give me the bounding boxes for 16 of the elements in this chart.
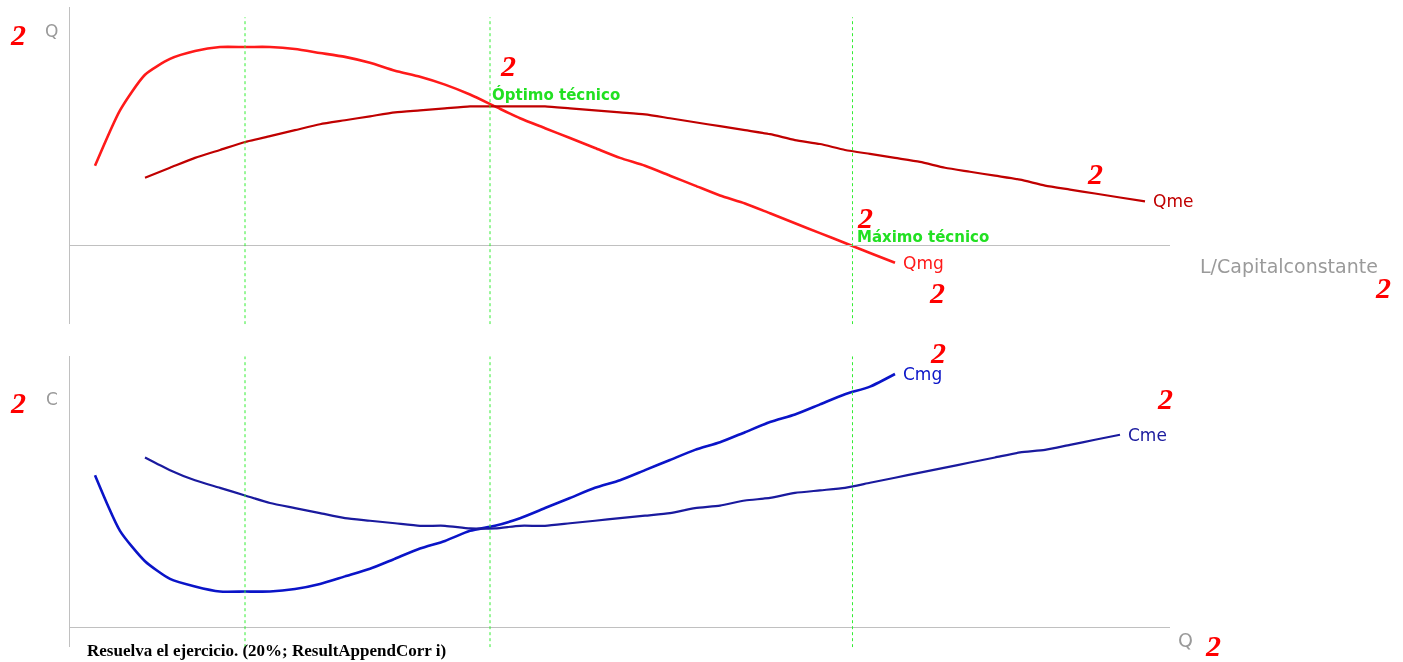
text: 2 <box>929 276 945 309</box>
text: 2 <box>10 386 26 419</box>
x-axis-title: Q <box>1178 629 1193 651</box>
annotation: 2 <box>1157 382 1173 415</box>
annotation: Óptimo técnico <box>492 85 621 104</box>
annotation: 2 <box>500 49 516 82</box>
y-axis-title: Q <box>45 21 59 41</box>
text: 2 <box>1205 629 1221 662</box>
y-axis-title: C <box>46 389 58 409</box>
series-label: Qmg <box>903 253 944 273</box>
series-label: Cme <box>1128 425 1167 445</box>
annotation: 2 <box>1087 157 1103 190</box>
x-axis-title: L/Capitalconstante <box>1200 255 1378 277</box>
text: Resuelva el ejercicio. (20%; ResultAppendCorr i) <box>87 641 447 660</box>
text: 2 <box>10 18 26 51</box>
series-label: Qme <box>1153 191 1194 211</box>
